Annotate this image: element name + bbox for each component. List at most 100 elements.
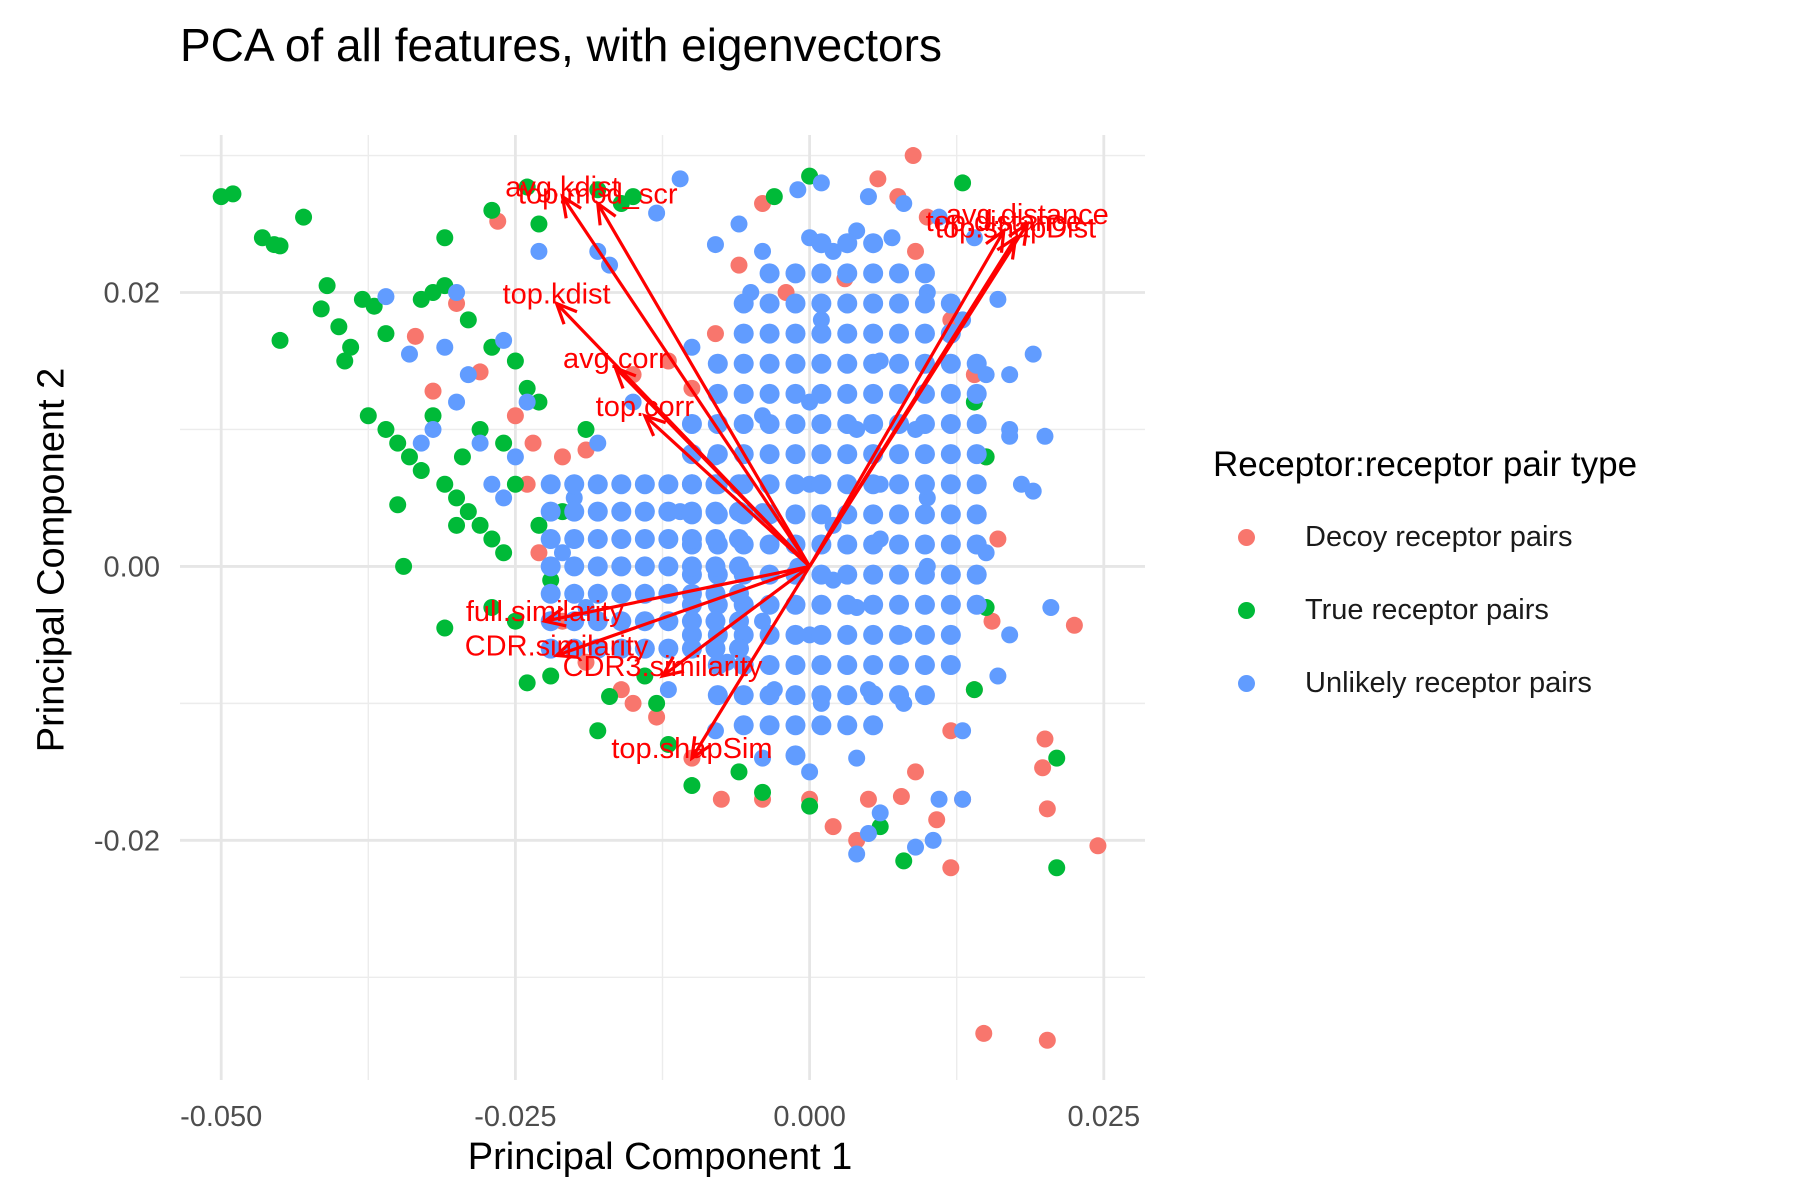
eigenvector-label: top.distance xyxy=(926,206,1082,238)
data-point xyxy=(785,413,806,434)
data-point xyxy=(471,434,489,452)
data-point xyxy=(889,534,910,555)
data-point xyxy=(811,594,832,615)
data-point xyxy=(942,859,960,877)
data-point xyxy=(914,263,935,284)
data-point xyxy=(863,383,884,404)
data-point xyxy=(863,233,884,254)
data-point xyxy=(965,681,983,699)
data-point xyxy=(940,564,961,585)
data-point xyxy=(811,715,832,736)
legend-key-true xyxy=(1238,602,1255,619)
data-point xyxy=(954,174,972,192)
data-point xyxy=(448,284,466,301)
data-point xyxy=(975,1024,993,1042)
data-point xyxy=(611,611,632,632)
data-point xyxy=(540,583,561,604)
data-point xyxy=(924,831,942,849)
data-point xyxy=(681,556,702,577)
data-point xyxy=(940,413,961,434)
data-point xyxy=(436,229,454,247)
eigenvector-line xyxy=(661,565,811,678)
data-point xyxy=(681,501,702,522)
data-point xyxy=(930,208,948,226)
data-point xyxy=(705,611,726,632)
legend: Receptor:receptor pair type Decoy recept… xyxy=(1213,445,1637,720)
data-point xyxy=(483,475,501,493)
data-point xyxy=(759,444,780,465)
data-point xyxy=(811,353,832,374)
data-point xyxy=(765,188,783,206)
data-point xyxy=(966,353,987,374)
data-point xyxy=(518,393,536,411)
data-point xyxy=(811,655,832,676)
data-point xyxy=(759,534,780,555)
data-point xyxy=(1001,420,1019,438)
data-point xyxy=(634,474,655,495)
data-point xyxy=(940,383,961,404)
data-point xyxy=(271,237,289,255)
data-point xyxy=(611,556,632,577)
data-point xyxy=(705,556,726,577)
data-point xyxy=(811,444,832,465)
eigenvector-label: avg.distance xyxy=(946,199,1109,231)
data-point xyxy=(733,655,754,676)
data-point xyxy=(907,763,925,781)
data-point xyxy=(389,496,407,514)
data-point xyxy=(577,420,595,438)
data-point xyxy=(636,667,654,685)
eigenvector-line xyxy=(808,236,1017,568)
data-point xyxy=(966,564,987,585)
data-point xyxy=(406,327,424,345)
data-point xyxy=(471,516,489,534)
data-point xyxy=(659,735,677,753)
data-point xyxy=(342,338,360,356)
data-point xyxy=(448,489,466,507)
data-point xyxy=(914,413,935,434)
data-point xyxy=(889,504,910,525)
legend-item-decoy: Decoy receptor pairs xyxy=(1213,501,1637,574)
data-point xyxy=(564,474,585,495)
data-point xyxy=(940,353,961,374)
data-point xyxy=(754,749,772,767)
data-point xyxy=(863,263,884,284)
eigenvector-label: full.similarity xyxy=(466,596,624,628)
data-point xyxy=(863,534,884,555)
eigenvector-arrowhead xyxy=(1008,220,1030,247)
data-point xyxy=(271,331,289,349)
data-point xyxy=(801,797,819,815)
data-point xyxy=(889,293,910,314)
data-point xyxy=(542,571,560,589)
data-point xyxy=(785,383,806,404)
data-point xyxy=(336,352,354,370)
data-point xyxy=(759,323,780,344)
data-point xyxy=(495,434,513,452)
data-point xyxy=(859,790,877,808)
data-point xyxy=(889,624,910,645)
data-point xyxy=(837,624,858,645)
eigenvector-label: top.corr xyxy=(596,391,695,423)
y-axis-title: Principal Component 2 xyxy=(30,367,73,753)
data-point xyxy=(707,444,728,465)
data-point xyxy=(848,845,866,863)
data-point xyxy=(624,393,642,411)
data-point xyxy=(863,594,884,615)
data-point xyxy=(889,655,910,676)
data-point xyxy=(895,852,913,870)
data-point xyxy=(553,448,571,466)
data-point xyxy=(705,474,726,495)
data-point xyxy=(530,544,548,562)
data-point xyxy=(683,777,701,795)
legend-label-true: True receptor pairs xyxy=(1305,594,1549,626)
data-point xyxy=(530,242,548,260)
data-point xyxy=(914,655,935,676)
data-point xyxy=(859,824,877,842)
data-point xyxy=(954,722,972,740)
data-point xyxy=(1036,427,1054,445)
data-point xyxy=(942,722,960,740)
data-point xyxy=(453,448,471,466)
data-point xyxy=(754,783,772,801)
data-point xyxy=(983,612,1001,630)
grid-lines xyxy=(180,135,1145,1080)
